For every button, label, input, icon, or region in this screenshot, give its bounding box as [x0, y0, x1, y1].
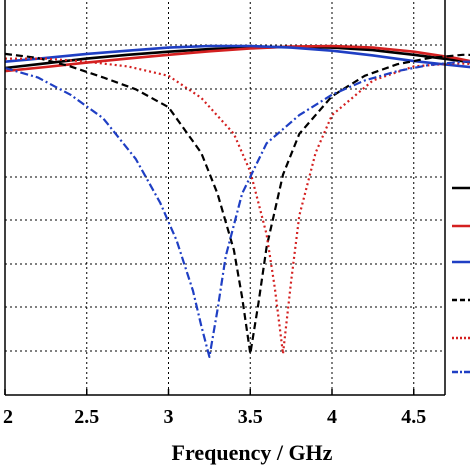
x-tick-label: 2 — [3, 406, 13, 428]
x-tick-label: 2.5 — [74, 406, 99, 428]
series-line-4 — [4, 52, 470, 355]
x-tick-label: 4 — [327, 406, 337, 428]
series-line-5 — [5, 57, 470, 355]
series-line-6 — [4, 60, 470, 358]
legend — [446, 160, 470, 390]
series-line-3 — [4, 44, 470, 69]
x-tick-label: 3 — [164, 406, 174, 428]
series-group — [4, 44, 470, 358]
legend-box — [446, 160, 470, 390]
x-tick-label: 3.5 — [238, 406, 263, 428]
x-axis-title: Frequency / GHz — [172, 440, 333, 465]
series-line-2 — [4, 44, 470, 73]
x-tick-label: 4.5 — [401, 406, 426, 428]
x-tick-labels: 2 2.5 3 3.5 4 4.5 — [3, 406, 426, 428]
axes — [4, 0, 446, 396]
